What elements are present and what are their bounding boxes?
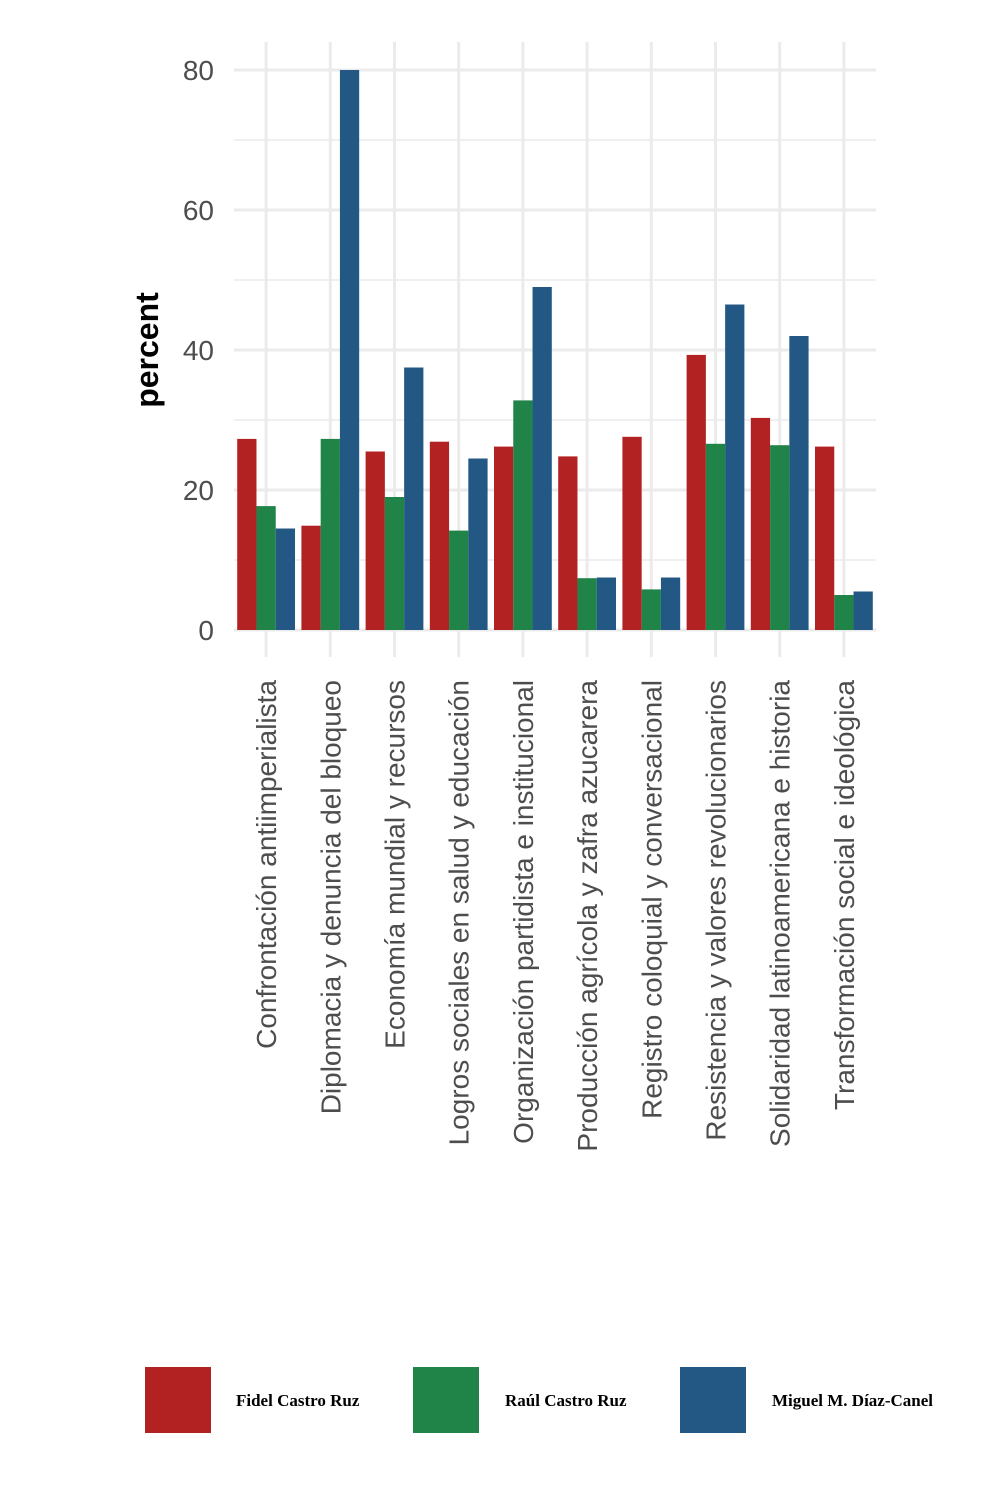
bar	[384, 497, 405, 630]
legend-key	[413, 1367, 479, 1433]
x-tick-label: Organización partidista e institucional	[508, 680, 539, 1144]
y-tick-label: 60	[183, 195, 214, 226]
bar	[404, 367, 424, 630]
x-tick-label: Producción agrícola y zafra azucarera	[572, 680, 603, 1152]
bar	[641, 589, 661, 630]
y-axis: 0 20 40 60 80	[183, 55, 214, 646]
bar	[237, 438, 257, 630]
bar	[532, 287, 552, 630]
legend-key	[680, 1367, 746, 1433]
bar	[256, 506, 276, 630]
legend-label: Raúl Castro Ruz	[505, 1391, 627, 1410]
bar	[365, 451, 385, 630]
bars	[237, 70, 873, 630]
bar	[429, 441, 450, 630]
x-tick-label: Diplomacia y denuncia del bloqueo	[315, 680, 346, 1114]
x-tick-label: Resistencia y valores revolucionarios	[701, 680, 732, 1141]
bar	[815, 446, 835, 630]
bar	[513, 400, 533, 630]
bar	[705, 443, 726, 630]
bar	[275, 528, 295, 630]
y-tick-label: 80	[183, 55, 214, 86]
legend-key	[145, 1367, 211, 1433]
bar	[301, 525, 321, 630]
x-tick-label: Registro coloquial y conversacional	[636, 680, 667, 1119]
bar	[596, 577, 616, 630]
bar	[339, 70, 360, 630]
y-axis-title: percent	[129, 292, 165, 408]
bar	[750, 417, 771, 630]
bar	[725, 304, 745, 630]
bar	[577, 578, 597, 630]
y-tick-label: 20	[183, 475, 214, 506]
bar	[660, 577, 681, 630]
y-tick-label: 40	[183, 335, 214, 366]
bar	[853, 591, 873, 630]
bar	[622, 436, 642, 630]
bar	[449, 530, 469, 630]
bar	[770, 445, 790, 630]
bar	[834, 595, 854, 630]
x-tick-label: Economía mundial y recursos	[380, 680, 411, 1049]
bar	[686, 354, 706, 630]
x-tick-label: Transformación social e ideológica	[829, 680, 860, 1110]
legend: Fidel Castro Ruz Raúl Castro Ruz Miguel M.…	[145, 1367, 933, 1433]
x-tick-label: Confrontación antiimperialista	[251, 680, 282, 1049]
bar	[468, 458, 488, 630]
bar	[494, 446, 514, 630]
bar	[558, 456, 578, 630]
x-tick-label: Solidaridad latinoamericana e historia	[765, 680, 796, 1147]
legend-label: Miguel M. Díaz-Canel	[772, 1391, 933, 1410]
bar	[789, 336, 809, 630]
x-axis: Confrontación antiimperialista Diplomacia…	[251, 680, 860, 1152]
y-tick-label: 0	[198, 615, 214, 646]
x-tick-label: Logros sociales en salud y educación	[444, 680, 475, 1145]
bar	[320, 438, 340, 630]
legend-label: Fidel Castro Ruz	[236, 1391, 360, 1410]
